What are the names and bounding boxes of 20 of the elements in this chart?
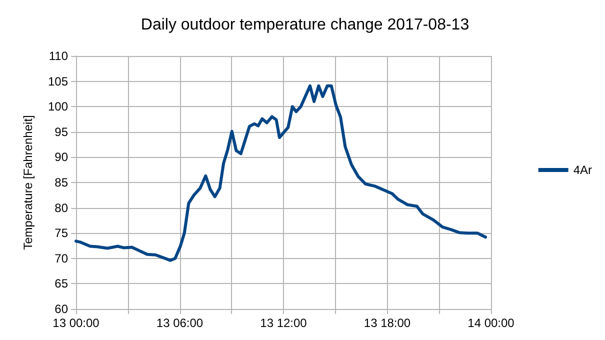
y-tick-label: 60 [54, 302, 68, 316]
y-tick-label: 90 [54, 150, 68, 164]
y-tick-label: 85 [54, 176, 68, 190]
x-tick-label: 13 12:00 [260, 316, 308, 330]
x-tick-label: 13 00:00 [52, 316, 100, 330]
y-tick-label: 105 [48, 74, 68, 88]
y-tick-label: 65 [54, 276, 68, 291]
y-tick-label: 110 [48, 49, 68, 63]
y-tick-label: 70 [54, 251, 68, 266]
y-tick-label: 75 [54, 226, 68, 240]
legend-label: 4Ar [573, 163, 592, 177]
y-tick-label: 80 [54, 200, 68, 215]
y-tick-label: 95 [54, 124, 68, 139]
x-tick-label: 13 06:00 [156, 316, 204, 330]
x-tick-label: 13 18:00 [364, 316, 411, 330]
y-tick-label: 100 [48, 100, 68, 114]
line-series [74, 84, 488, 262]
x-tick-label: 14 00:00 [468, 316, 515, 330]
y-axis-title: Temperature [Fahrenheit] [21, 115, 35, 250]
chart-title: Daily outdoor temperature change 2017-08-13 [140, 16, 470, 34]
